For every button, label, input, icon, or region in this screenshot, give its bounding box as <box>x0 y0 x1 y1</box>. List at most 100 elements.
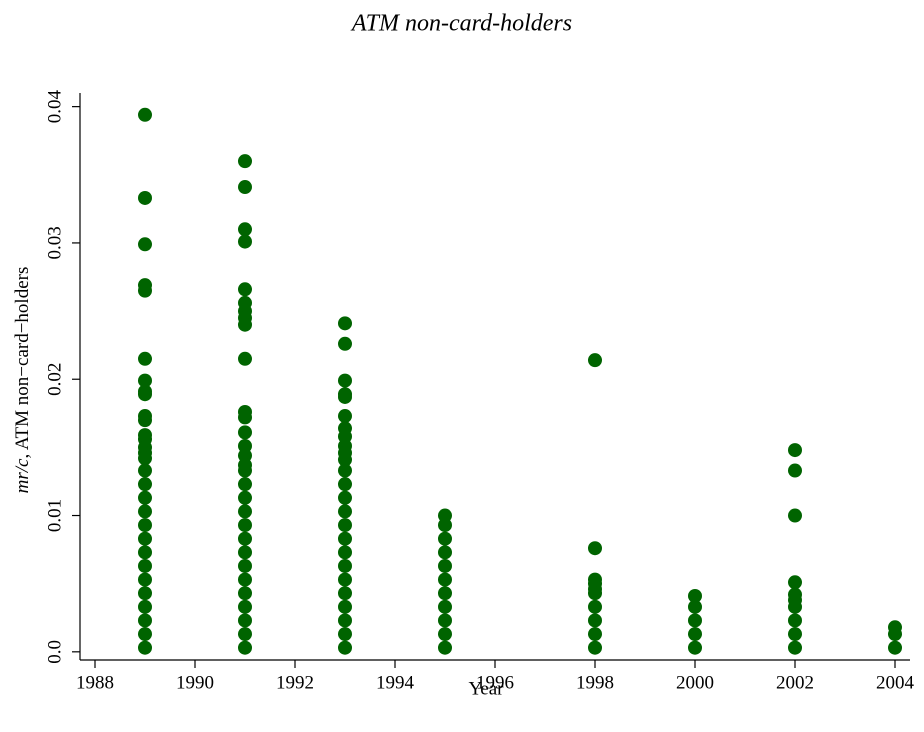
scatter-point <box>338 613 352 628</box>
scatter-point <box>338 627 352 642</box>
x-tick-label: 2000 <box>676 672 714 693</box>
x-tick-label: 2004 <box>876 672 915 693</box>
scatter-point <box>138 599 152 614</box>
scatter-point <box>238 640 252 655</box>
scatter-point <box>788 640 802 655</box>
scatter-point <box>138 490 152 505</box>
scatter-point <box>338 586 352 601</box>
scatter-point <box>138 413 152 428</box>
scatter-point <box>238 531 252 546</box>
scatter-point <box>888 627 902 642</box>
scatter-point <box>688 613 702 628</box>
scatter-point <box>438 558 452 573</box>
scatter-point <box>438 599 452 614</box>
scatter-point <box>338 572 352 587</box>
scatter-point <box>138 351 152 366</box>
scatter-point <box>138 283 152 298</box>
scatter-point <box>238 545 252 560</box>
scatter-point <box>238 410 252 425</box>
scatter-point <box>338 545 352 560</box>
x-tick-label: 1998 <box>576 672 614 693</box>
x-tick-label: 2002 <box>776 672 814 693</box>
scatter-point <box>138 373 152 388</box>
scatter-point <box>138 504 152 519</box>
scatter-point <box>588 613 602 628</box>
scatter-point <box>588 640 602 655</box>
scatter-point <box>588 541 602 556</box>
scatter-point <box>238 572 252 587</box>
scatter-point <box>238 504 252 519</box>
scatter-point <box>138 558 152 573</box>
scatter-point <box>688 627 702 642</box>
scatter-point <box>338 452 352 467</box>
scatter-point <box>338 389 352 404</box>
scatter-point <box>138 237 152 252</box>
scatter-point <box>438 508 452 523</box>
scatter-point <box>788 613 802 628</box>
scatter-point <box>438 572 452 587</box>
x-tick-label: 1988 <box>76 672 114 693</box>
x-tick-label: 1996 <box>476 672 514 693</box>
scatter-point <box>138 531 152 546</box>
scatter-point <box>588 353 602 368</box>
scatter-point <box>338 463 352 478</box>
y-tick-label: 0.04 <box>44 90 65 124</box>
scatter-point <box>338 518 352 533</box>
scatter-point <box>338 640 352 655</box>
y-tick-label: 0.03 <box>44 226 65 259</box>
scatter-point <box>338 504 352 519</box>
y-axis-label-italic: mr/c <box>12 458 33 493</box>
scatter-point <box>238 627 252 642</box>
scatter-point <box>588 599 602 614</box>
scatter-point <box>438 531 452 546</box>
scatter-point <box>338 336 352 351</box>
scatter-point <box>788 575 802 590</box>
x-tick-label: 1990 <box>176 672 214 693</box>
scatter-point <box>438 640 452 655</box>
scatter-point <box>338 531 352 546</box>
scatter-point <box>138 107 152 122</box>
scatter-point <box>438 613 452 628</box>
y-tick-label: 0.01 <box>44 499 65 532</box>
scatter-point <box>338 558 352 573</box>
scatter-point <box>338 477 352 492</box>
x-tick-label: 1994 <box>376 672 415 693</box>
scatter-point <box>238 180 252 195</box>
scatter-point <box>138 518 152 533</box>
y-axis-label: mr/c, ATM non−card−holders <box>12 267 33 494</box>
y-tick-label: 0.02 <box>44 363 65 396</box>
scatter-point <box>338 316 352 331</box>
scatter-point <box>238 518 252 533</box>
scatter-point <box>238 234 252 249</box>
scatter-point <box>138 477 152 492</box>
x-tick-label: 1992 <box>276 672 314 693</box>
y-axis-label-rest: , ATM non−card−holders <box>12 267 33 459</box>
scatter-point <box>238 477 252 492</box>
scatter-point <box>238 222 252 237</box>
scatter-point <box>138 545 152 560</box>
scatter-point <box>238 282 252 297</box>
x-axis-label: Year <box>468 678 504 699</box>
scatter-point <box>338 490 352 505</box>
scatter-point <box>238 558 252 573</box>
scatter-point <box>138 627 152 642</box>
scatter-point <box>138 387 152 402</box>
scatter-point <box>238 490 252 505</box>
scatter-point <box>788 508 802 523</box>
scatter-point <box>438 627 452 642</box>
scatter-point <box>588 627 602 642</box>
scatter-point <box>338 373 352 388</box>
scatter-point <box>138 640 152 655</box>
scatter-point <box>788 599 802 614</box>
scatter-point <box>338 599 352 614</box>
scatter-point <box>138 586 152 601</box>
y-tick-label: 0.0 <box>44 640 65 664</box>
scatter-point <box>138 613 152 628</box>
scatter-point <box>888 640 902 655</box>
scatter-point <box>238 317 252 332</box>
scatter-point <box>138 451 152 466</box>
scatter-point <box>238 463 252 478</box>
scatter-point <box>688 599 702 614</box>
scatter-point <box>788 463 802 478</box>
